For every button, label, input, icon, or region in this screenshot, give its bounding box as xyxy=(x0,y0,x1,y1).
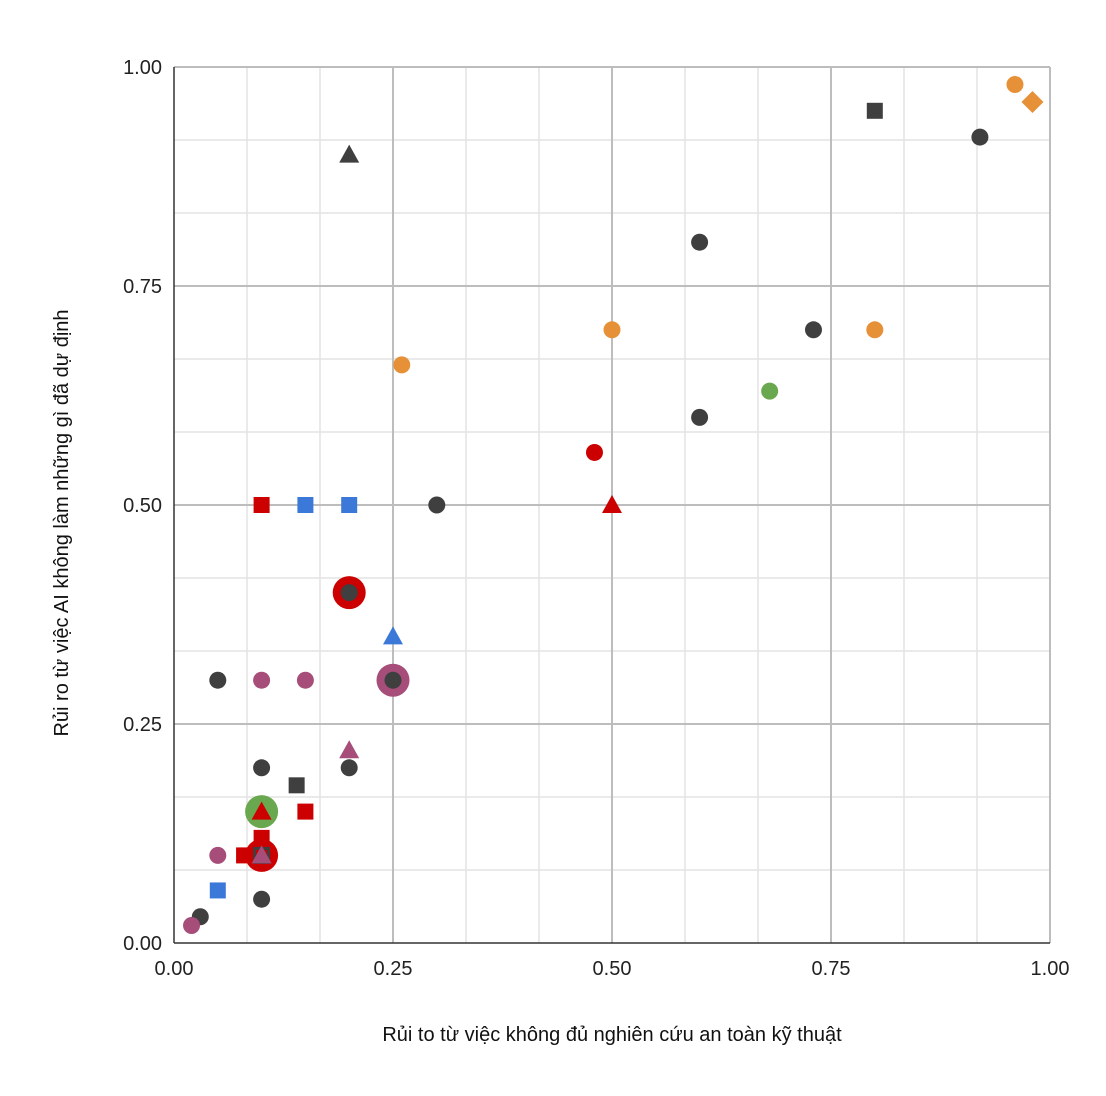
point-diamond-orange xyxy=(1021,91,1044,114)
point-circle-dark xyxy=(340,759,358,777)
point-circle-green xyxy=(761,382,779,400)
point-square-red xyxy=(297,803,314,820)
point-triangle-red xyxy=(251,801,272,820)
point-circle-dark xyxy=(971,128,989,146)
point-square-red xyxy=(236,847,253,864)
y-tick-label: 0.25 xyxy=(123,714,162,736)
major-gridlines xyxy=(174,66,1051,943)
point-circle-dark xyxy=(340,584,358,602)
point-circle-dark xyxy=(209,671,227,689)
point-circle-dark xyxy=(253,890,271,908)
x-tick-label: 0.00 xyxy=(155,958,194,980)
point-circle-purple xyxy=(296,671,314,689)
point-circle-dark xyxy=(384,671,402,689)
y-tick-label: 0.50 xyxy=(123,495,162,517)
point-square-dark xyxy=(866,102,883,119)
point-circle-dark xyxy=(428,496,446,514)
point-triangle-blue xyxy=(383,626,403,645)
point-circle-orange xyxy=(603,321,621,339)
point-square-red xyxy=(253,497,270,513)
point-circle-dark xyxy=(691,233,709,251)
point-circle-red xyxy=(585,443,603,461)
x-tick-label: 0.75 xyxy=(812,958,851,980)
point-triangle-purple xyxy=(251,845,272,864)
point-triangle-dark xyxy=(339,144,360,163)
point-circle-purple xyxy=(209,846,227,864)
point-square-blue xyxy=(297,497,314,513)
y-tick-label: 0.00 xyxy=(123,933,162,955)
point-circle-purple xyxy=(253,671,271,689)
point-circle-orange xyxy=(866,321,884,339)
y-axis-title: Rủi ro từ việc AI không làm những gì đã … xyxy=(51,309,73,736)
y-tick-label: 0.75 xyxy=(123,276,162,298)
point-triangle-red xyxy=(602,495,622,513)
x-axis-title: Rủi to từ việc không đủ nghiên cứu an to… xyxy=(382,1024,842,1046)
x-tick-label: 0.25 xyxy=(374,958,413,980)
y-tick-label: 1.00 xyxy=(123,57,162,79)
x-tick-label: 0.50 xyxy=(593,958,632,980)
point-circle-purple xyxy=(183,916,201,934)
point-square-blue xyxy=(209,882,226,899)
point-circle-dark xyxy=(804,321,822,339)
y-axis-tick-labels: 0.00 0.25 0.50 0.75 1.00 xyxy=(123,57,162,955)
point-circle-dark xyxy=(691,408,709,426)
axes xyxy=(173,67,1050,944)
point-square-dark xyxy=(288,777,305,794)
point-circle-orange xyxy=(1006,76,1024,94)
x-axis-tick-labels: 0.00 0.25 0.50 0.75 1.00 xyxy=(155,958,1070,980)
x-tick-label: 1.00 xyxy=(1031,958,1070,980)
data-points xyxy=(183,76,1044,934)
point-square-blue xyxy=(341,497,358,513)
point-triangle-purple xyxy=(339,740,360,759)
point-circle-dark xyxy=(253,759,271,777)
point-square-red xyxy=(253,829,270,846)
point-circle-orange xyxy=(393,356,411,374)
